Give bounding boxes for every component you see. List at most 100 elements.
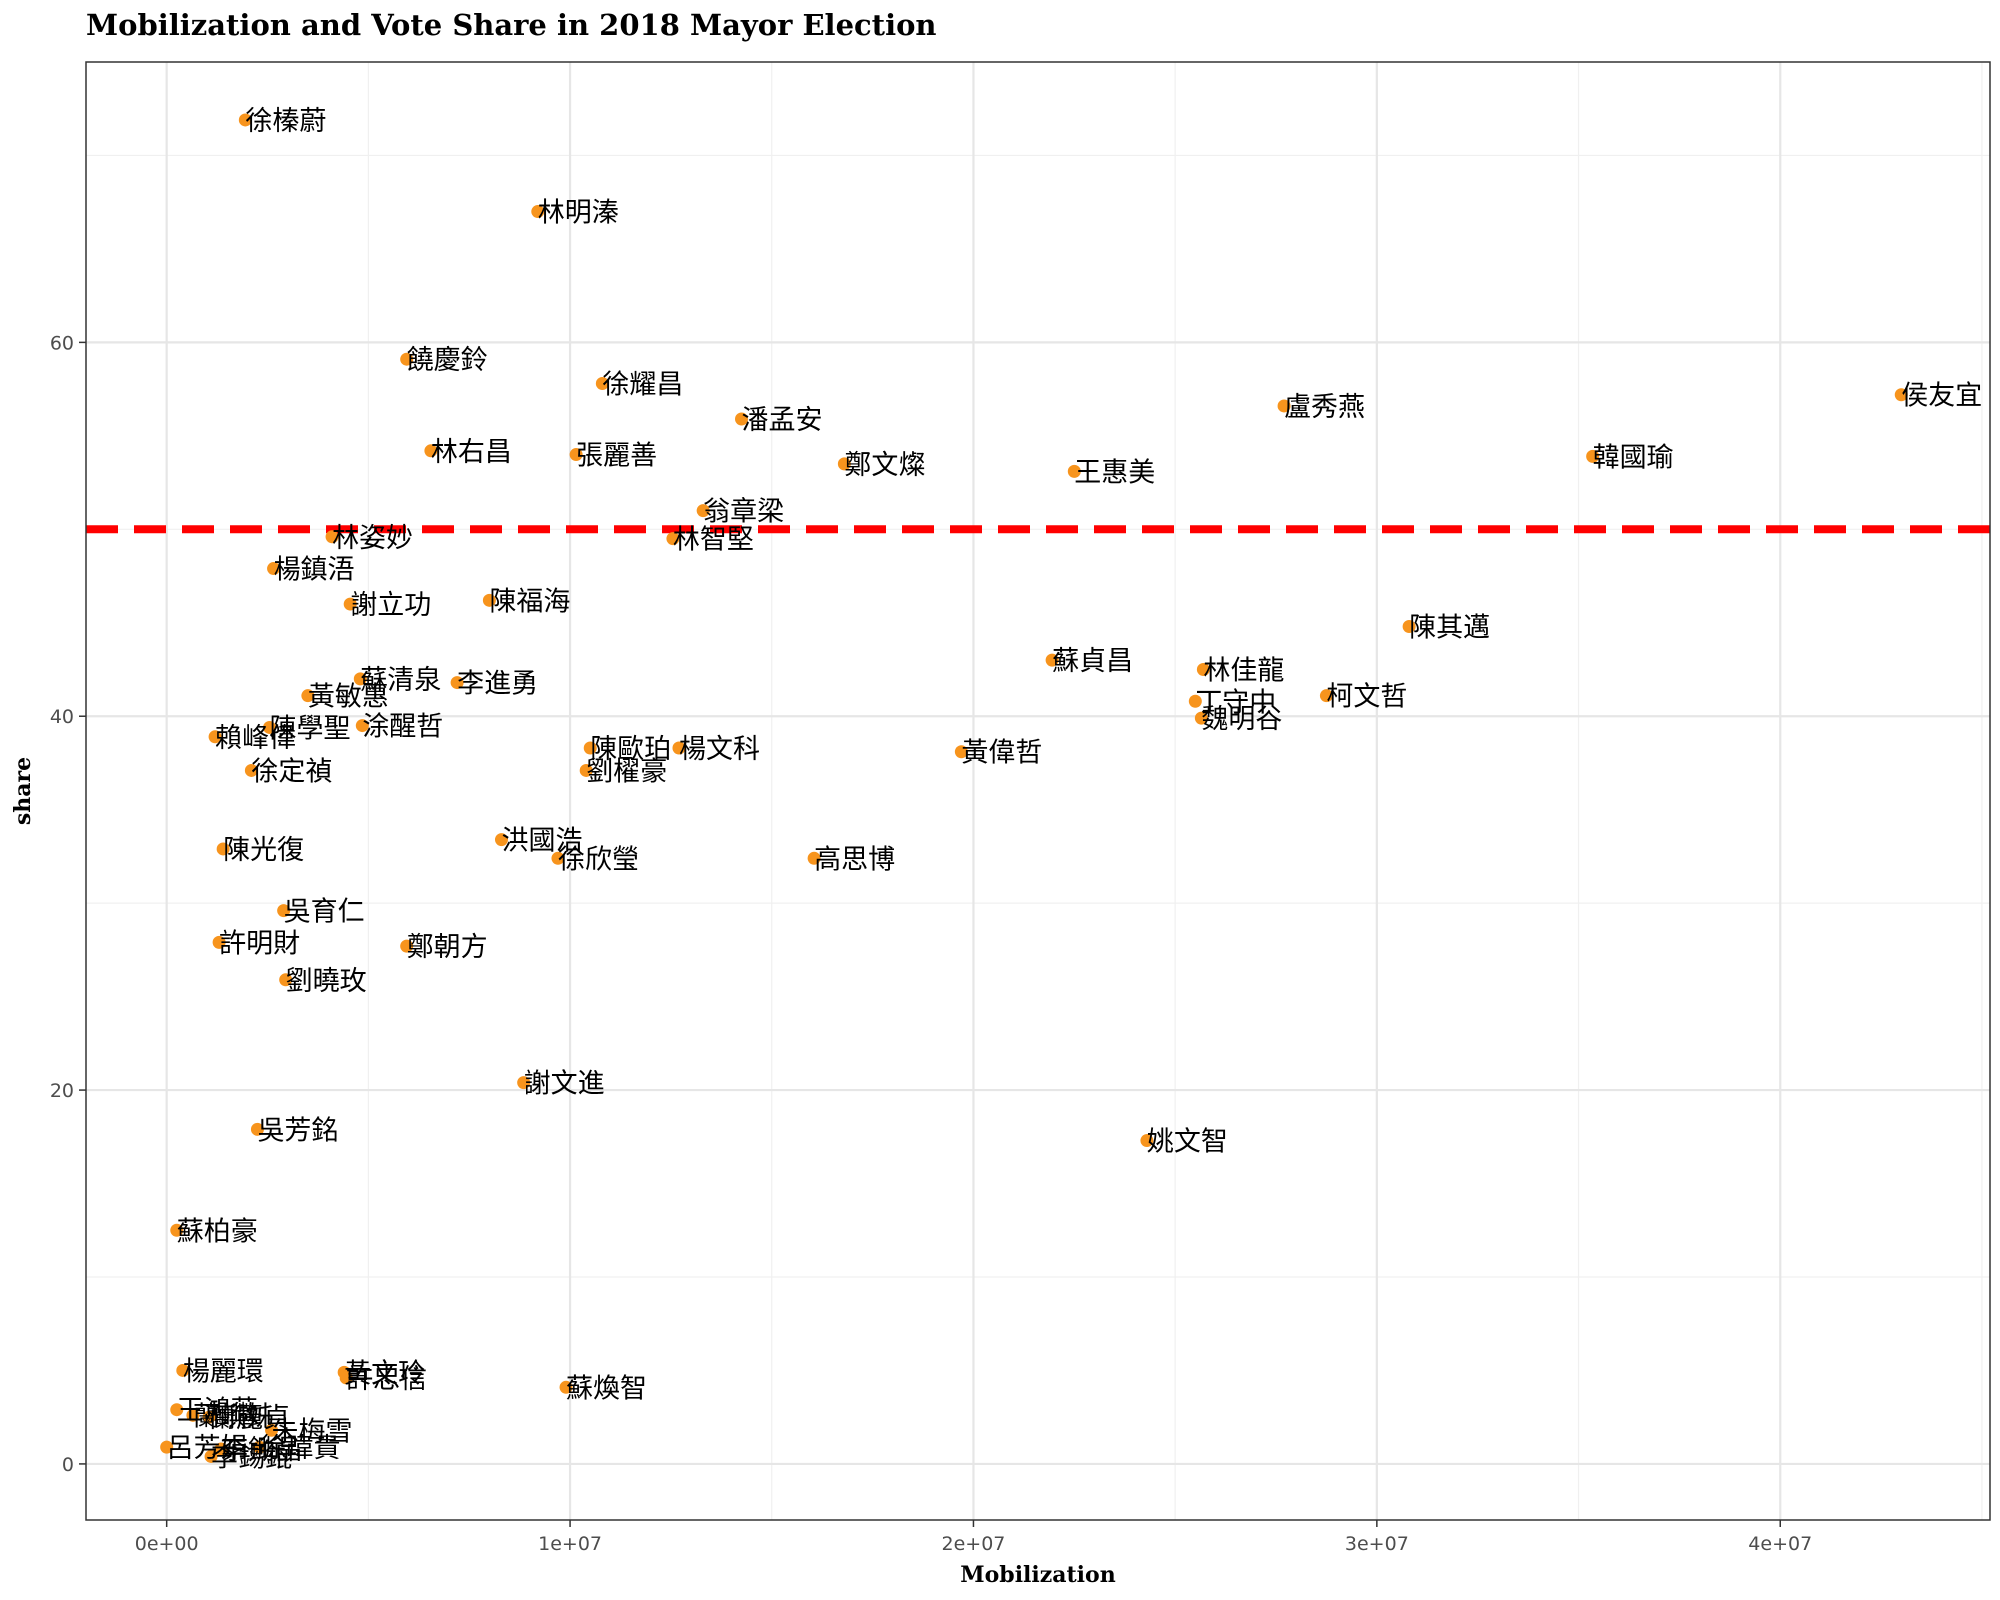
point-label: 劉櫂豪 — [586, 756, 667, 787]
data-point — [837, 457, 851, 471]
data-point — [1194, 711, 1208, 725]
y-tick-label: 0 — [62, 1454, 74, 1476]
point-label: 朱梅雪 — [272, 1416, 353, 1447]
data-point — [355, 719, 369, 733]
data-point — [160, 1440, 174, 1454]
plot-border — [85, 61, 1991, 1521]
point-label: 林佳龍 — [1203, 656, 1284, 687]
data-point — [212, 935, 226, 949]
data-point — [482, 593, 496, 607]
point-label: 李進勇 — [457, 669, 538, 700]
y-axis-title: share — [10, 757, 36, 825]
data-point — [595, 377, 609, 391]
point-label: 徐欣瑩 — [558, 844, 639, 875]
point-label: 侯友宜 — [1901, 381, 1982, 412]
point-label: 蘇清泉 — [360, 665, 441, 696]
point-label: 韓國瑜 — [1593, 442, 1674, 473]
data-point — [250, 1122, 264, 1136]
data-point — [202, 1410, 216, 1424]
data-point — [569, 448, 583, 462]
point-label: 陳學聖 — [270, 713, 351, 744]
data-point — [1277, 399, 1291, 413]
point-label: 徐定禎 — [251, 756, 332, 787]
data-point — [696, 504, 710, 518]
x-tick-label: 3e+07 — [1345, 1533, 1409, 1555]
plot-background — [86, 62, 1990, 1520]
point-label: 陳其邁 — [1409, 613, 1490, 644]
point-label: 李錫錕 — [211, 1442, 292, 1473]
point-label: 吳育仁 — [284, 897, 365, 928]
x-tick-label: 4e+07 — [1748, 1533, 1812, 1555]
point-label: 吳芳銘 — [257, 1115, 338, 1146]
data-point — [400, 352, 414, 366]
point-label: 陳光復 — [223, 835, 304, 866]
data-point — [1894, 388, 1908, 402]
chart-title: Mobilization and Vote Share in 2018 Mayo… — [86, 8, 937, 42]
data-point — [208, 730, 222, 744]
data-point — [339, 1371, 353, 1385]
data-point — [238, 113, 252, 127]
point-label: 蘭嶼姊 — [193, 1401, 274, 1432]
x-tick-label: 1e+07 — [538, 1533, 602, 1555]
point-label: 姚文智 — [1147, 1127, 1228, 1158]
point-label: 徐耀昌 — [602, 370, 683, 401]
point-label: 楊文科 — [679, 734, 760, 765]
point-label: 王鴻薇 — [177, 1396, 258, 1427]
data-point — [244, 763, 258, 777]
point-label: 陳歐珀 — [590, 734, 671, 765]
data-point — [216, 842, 230, 856]
point-label: 潘孟安 — [742, 405, 823, 436]
point-label: 徐榛蔚 — [245, 106, 326, 137]
data-point — [1067, 464, 1081, 478]
data-point — [277, 904, 291, 918]
data-point — [531, 205, 545, 219]
point-label: 鄭文燦 — [844, 450, 925, 481]
data-point — [583, 741, 597, 755]
data-point — [279, 973, 293, 987]
points-layer — [160, 113, 1908, 1463]
data-point — [343, 597, 357, 611]
x-tick-label: 2e+07 — [942, 1533, 1006, 1555]
point-label: 王惠美 — [1074, 457, 1155, 488]
point-label: 黃偉哲 — [961, 738, 1042, 769]
point-label: 許明財 — [219, 928, 300, 959]
data-point — [170, 1223, 184, 1237]
data-point — [1319, 689, 1333, 703]
data-point — [400, 939, 414, 953]
data-point — [666, 532, 680, 546]
point-label: 謝立功 — [350, 590, 431, 621]
data-point — [325, 530, 339, 544]
point-label: 蘇柏豪 — [177, 1216, 258, 1247]
point-label: 鄭朝方 — [407, 932, 488, 963]
x-axis-title: Mobilization — [960, 1562, 1115, 1588]
point-label: 丁守中 — [1195, 687, 1276, 718]
data-point — [1045, 653, 1059, 667]
point-label: 林明溱 — [538, 198, 619, 229]
data-point — [301, 689, 315, 703]
data-point — [267, 562, 281, 576]
data-point — [807, 851, 821, 865]
data-point — [186, 1408, 200, 1422]
data-point — [494, 833, 508, 847]
point-label: 張麗善 — [576, 441, 657, 472]
point-label: 劉曉玫 — [286, 966, 367, 997]
point-label: 蘭麗貞 — [209, 1403, 290, 1434]
data-point — [735, 412, 749, 426]
point-label: 翁章梁 — [703, 497, 784, 528]
point-label: 黃文玲 — [344, 1358, 425, 1389]
y-axis-ticks: 0 20 40 60 — [50, 332, 86, 1476]
data-point — [353, 672, 367, 686]
point-label: 林姿妙 — [332, 523, 413, 554]
point-label: 呂芳娟 — [167, 1433, 248, 1464]
data-point — [517, 1076, 531, 1090]
y-tick-label: 60 — [50, 332, 74, 354]
data-point — [579, 763, 593, 777]
grid-major — [86, 62, 1990, 1520]
data-point — [265, 1423, 279, 1437]
data-point — [672, 741, 686, 755]
data-point — [252, 1440, 266, 1454]
data-point — [204, 1449, 218, 1463]
point-label: 謝文進 — [524, 1069, 605, 1100]
data-point — [214, 1442, 228, 1456]
